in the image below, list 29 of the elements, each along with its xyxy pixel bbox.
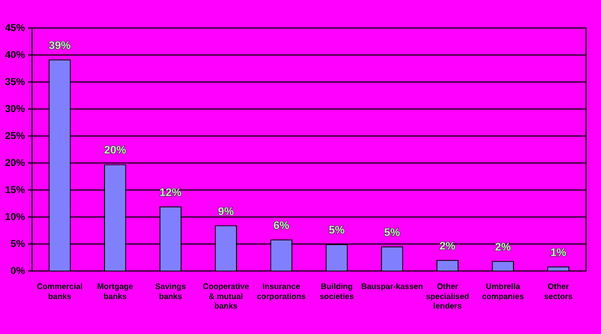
data-label: 39%: [48, 40, 71, 52]
data-label: 5%: [328, 224, 345, 237]
y-tick-label: 15%: [5, 184, 26, 196]
y-tick-label: 10%: [5, 212, 26, 223]
data-label: 6%: [273, 220, 290, 232]
y-tick-label: 0%: [10, 266, 26, 277]
data-label: 1%: [550, 246, 566, 259]
y-tick-label: 30%: [5, 104, 26, 115]
data-label: 20%: [104, 144, 126, 157]
y-tick-label: 5%: [10, 238, 26, 250]
x-tick-label: Cooperative & mutual banks: [202, 282, 250, 310]
y-tick-label: 40%: [5, 50, 26, 61]
x-tick-label: Insurance corporations: [256, 282, 306, 301]
y-tick-label: 35%: [5, 76, 26, 88]
x-tick-label: Bauspar-kassen: [361, 282, 424, 292]
x-tick-label: Building societies: [320, 282, 354, 301]
data-label: 2%: [494, 241, 512, 254]
x-tick-label: Umbrella companies: [482, 282, 524, 301]
y-tick-label: 20%: [5, 158, 26, 169]
data-label: 5%: [384, 226, 400, 239]
data-label: 9%: [218, 206, 234, 218]
y-tick-label: 25%: [5, 130, 26, 142]
x-tick-label: Savings banks: [155, 282, 186, 301]
x-tick-label: Other specialised lenders: [426, 282, 470, 310]
data-label: 12%: [159, 186, 182, 199]
y-tick-label: 45%: [5, 22, 26, 34]
x-tick-label: Mortgage banks: [97, 282, 134, 301]
x-tick-label: Other sectors: [544, 282, 574, 301]
x-tick-label: Commercial banks: [36, 282, 83, 301]
